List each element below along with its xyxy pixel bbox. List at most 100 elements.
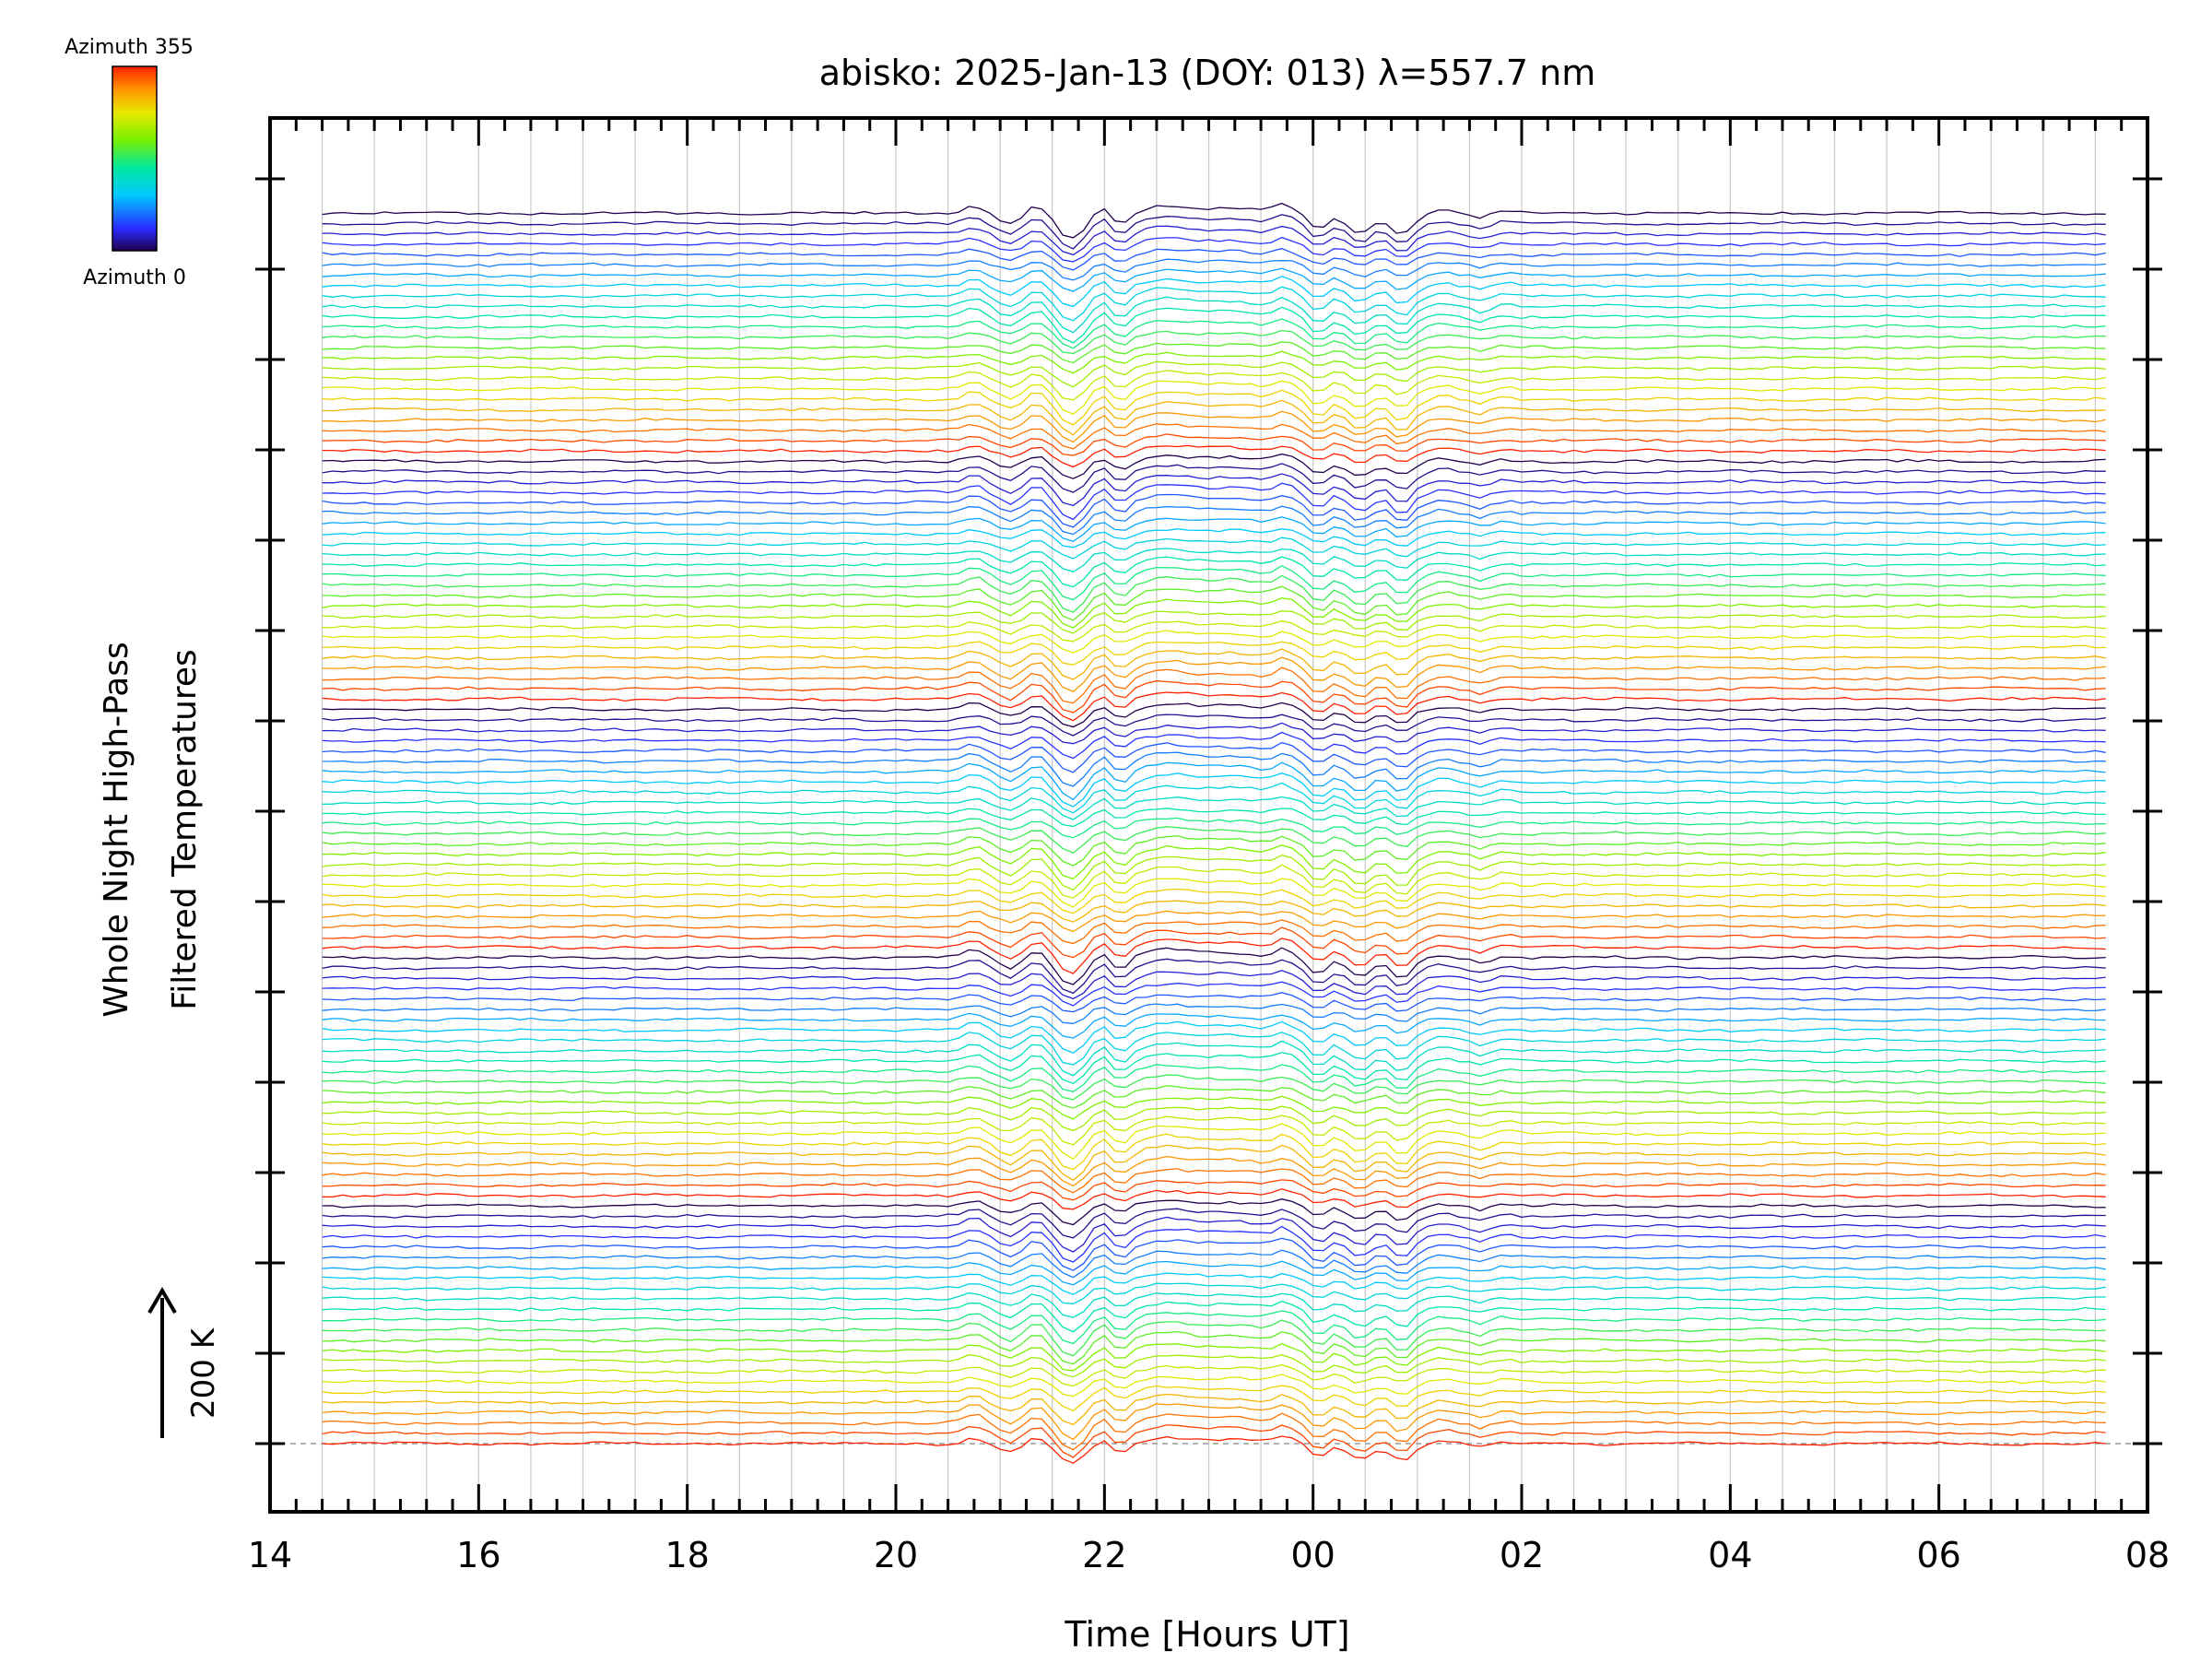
data-trace [322, 564, 2106, 601]
scale-label: 200 K [185, 1327, 222, 1419]
data-trace [322, 473, 2106, 507]
colorbar-gradient [112, 65, 158, 252]
data-trace [322, 276, 2106, 308]
colorbar-bottom-label: Azimuth 0 [83, 266, 186, 289]
data-trace [322, 1237, 2106, 1271]
data-trace [322, 970, 2106, 1000]
data-trace [322, 1342, 2106, 1372]
data-trace [322, 864, 2106, 899]
data-trace [322, 855, 2106, 891]
data-trace [322, 1374, 2106, 1398]
data-trace [322, 1133, 2106, 1171]
data-trace [322, 751, 2106, 787]
data-trace [322, 782, 2106, 814]
data-trace [322, 910, 2106, 933]
data-trace [322, 444, 2106, 468]
data-trace [322, 516, 2106, 543]
data-trace [322, 731, 2106, 760]
x-tick-label: 00 [1290, 1535, 1335, 1575]
data-trace [322, 1012, 2106, 1039]
data-trace [322, 1032, 2106, 1066]
colorbar: Azimuth 355 Azimuth 0 [65, 36, 194, 289]
data-trace [322, 1064, 2106, 1092]
data-trace [322, 1040, 2106, 1077]
data-trace [322, 482, 2106, 521]
data-trace [322, 680, 2106, 714]
x-tick-label: 18 [665, 1535, 709, 1575]
data-trace [322, 1144, 2106, 1182]
data-trace [322, 808, 2106, 828]
data-trace [322, 1095, 2106, 1120]
data-trace [322, 341, 2106, 364]
data-trace [322, 1424, 2106, 1458]
data-trace [322, 630, 2106, 654]
data-trace [322, 548, 2106, 573]
data-trace [322, 1330, 2106, 1365]
x-tick-label: 22 [1082, 1535, 1126, 1575]
data-trace [322, 992, 2106, 1013]
trace-group [322, 202, 2106, 1464]
data-trace [322, 1300, 2106, 1333]
data-trace [322, 236, 2106, 263]
data-trace [322, 641, 2106, 666]
colorbar-top-label: Azimuth 355 [65, 36, 194, 59]
data-trace [322, 1216, 2106, 1253]
data-trace [322, 360, 2106, 388]
data-trace [322, 666, 2106, 704]
data-trace [322, 202, 2106, 239]
data-trace [322, 958, 2106, 995]
data-trace [322, 1052, 2106, 1085]
data-trace [322, 919, 2106, 945]
data-trace [322, 844, 2106, 880]
data-trace [322, 528, 2106, 548]
data-trace [322, 597, 2106, 629]
data-trace [322, 900, 2106, 923]
data-trace [322, 380, 2106, 415]
data-trace [322, 826, 2106, 854]
data-trace [322, 574, 2106, 613]
scale-arrow-head [147, 1287, 177, 1315]
data-trace [322, 1155, 2106, 1187]
data-trace [322, 1198, 2106, 1226]
x-tick-label: 04 [1708, 1535, 1752, 1575]
data-trace [322, 225, 2106, 256]
data-trace [322, 1282, 2106, 1305]
data-trace [322, 267, 2106, 292]
plot-frame [255, 116, 2162, 1514]
data-trace [322, 585, 2106, 621]
chart-title: abisko: 2025-Jan-13 (DOY: 013) λ=557.7 n… [819, 53, 1596, 93]
y-axis-label-line2: Filtered Temperatures [166, 649, 204, 1010]
data-trace [322, 1208, 2106, 1239]
data-trace [322, 835, 2106, 867]
data-trace [322, 1393, 2106, 1426]
x-tick-label: 08 [2125, 1535, 2170, 1575]
data-trace [322, 796, 2106, 820]
data-trace [322, 761, 2106, 801]
data-trace [322, 926, 2106, 959]
data-trace [322, 453, 2106, 479]
scale-indicator: 200 K [147, 1287, 222, 1438]
data-trace [322, 1403, 2106, 1441]
data-trace [322, 1260, 2106, 1286]
grid-lines [269, 118, 2148, 1512]
data-trace [322, 399, 2106, 436]
data-trace [322, 1249, 2106, 1279]
data-trace [322, 370, 2106, 401]
data-trace [322, 1363, 2106, 1387]
data-trace [322, 505, 2106, 536]
data-trace [322, 656, 2106, 692]
data-trace [322, 1272, 2106, 1295]
data-trace [322, 1085, 2106, 1109]
data-trace [322, 1179, 2106, 1201]
data-trace [322, 433, 2106, 456]
x-tick-label: 06 [1916, 1535, 1960, 1575]
data-trace [322, 947, 2106, 985]
data-trace [322, 648, 2106, 680]
x-tick-label: 16 [456, 1535, 500, 1575]
x-tick-label: 14 [248, 1535, 292, 1575]
data-trace [322, 1123, 2106, 1161]
data-trace [322, 286, 2106, 322]
data-trace [322, 214, 2106, 250]
